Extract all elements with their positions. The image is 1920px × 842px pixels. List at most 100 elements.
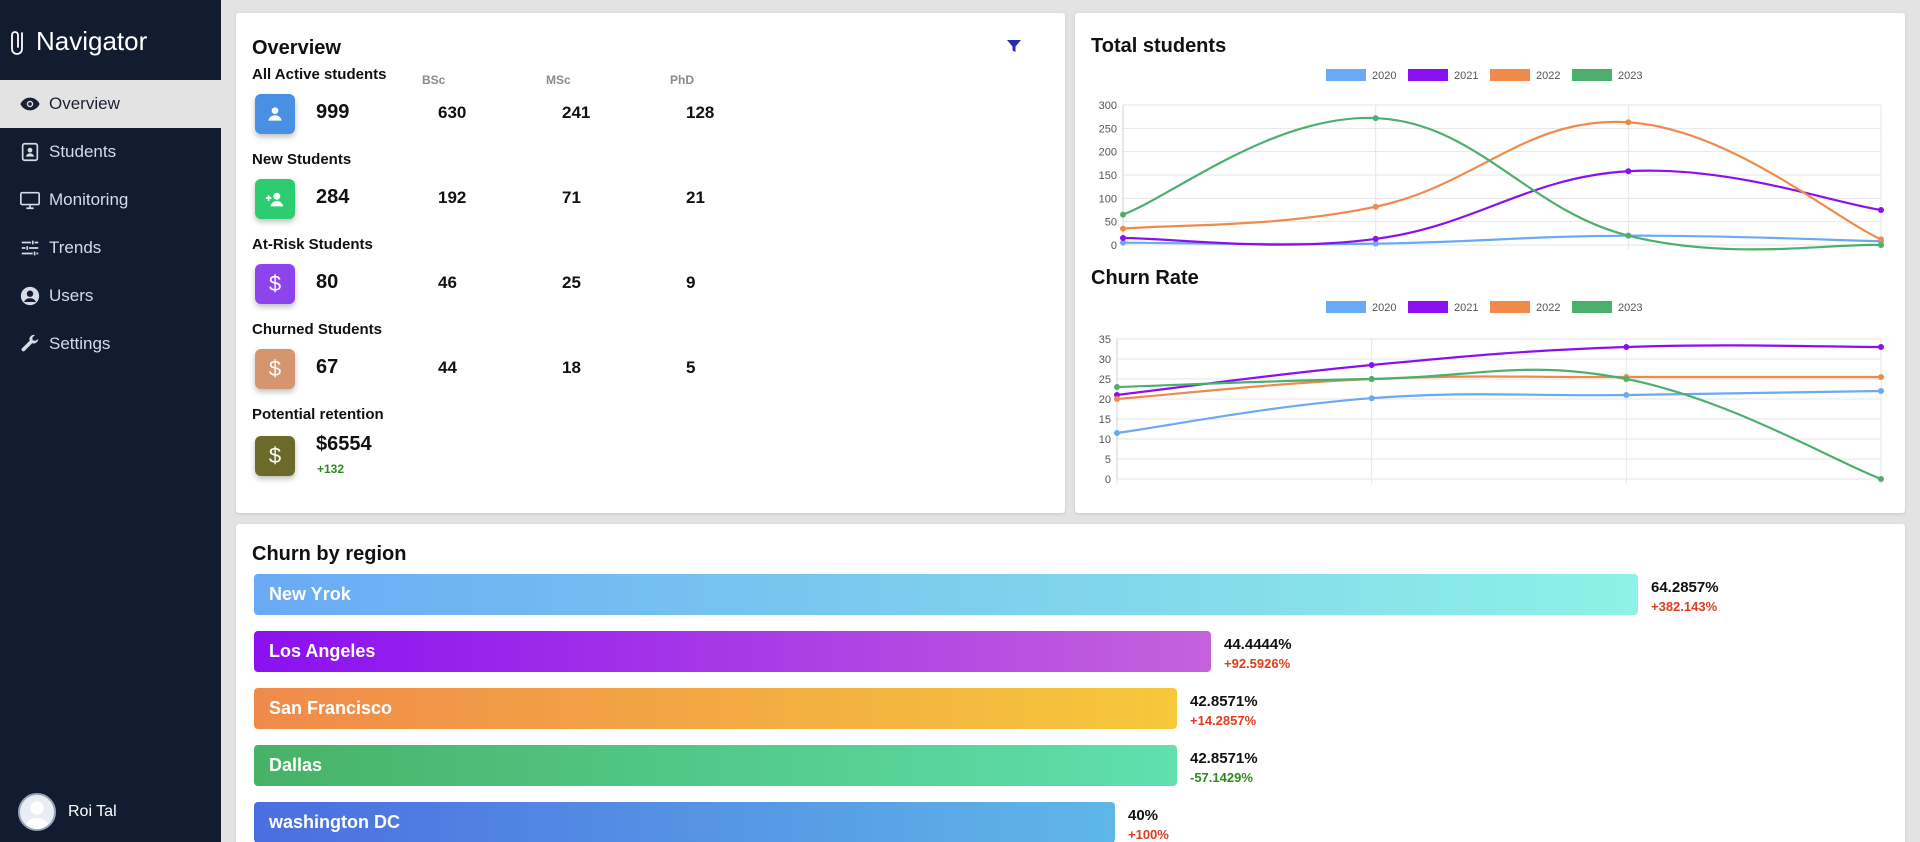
- region-percent: 40%: [1128, 807, 1159, 824]
- series-line: [1116, 375, 1882, 401]
- user-profile[interactable]: Roi Tal: [18, 793, 117, 831]
- legend-item[interactable]: 2023: [1572, 69, 1642, 82]
- region-bar[interactable]: Los Angeles: [254, 631, 1211, 672]
- stat-phd: 5: [686, 358, 696, 377]
- y-tick-label: 150: [1099, 170, 1117, 182]
- region-delta: +100%: [1128, 827, 1169, 842]
- series-line: [1122, 169, 1882, 246]
- region-delta: +382.143%: [1651, 599, 1718, 614]
- column-header-bsc: BSc: [422, 73, 446, 87]
- series-line: [1122, 120, 1882, 241]
- legend-label: 2020: [1372, 302, 1396, 314]
- monitor-icon: [20, 191, 40, 210]
- data-point[interactable]: [1623, 376, 1630, 382]
- legend-item[interactable]: 2021: [1408, 69, 1478, 82]
- filter-icon[interactable]: [1006, 38, 1022, 54]
- stat-bsc: 44: [438, 358, 457, 377]
- brand[interactable]: Navigator: [10, 26, 147, 57]
- sidebar-item-label: Users: [49, 286, 94, 305]
- data-point[interactable]: [1625, 232, 1632, 239]
- data-point[interactable]: [1878, 374, 1884, 380]
- legend-label: 2021: [1454, 70, 1478, 82]
- y-tick-label: 0: [1111, 240, 1117, 252]
- data-point[interactable]: [1120, 225, 1126, 232]
- data-point[interactable]: [1372, 203, 1379, 210]
- stat-bsc: 192: [438, 188, 467, 207]
- region-bar[interactable]: San Francisco: [254, 688, 1177, 729]
- paperclip-logo-icon: [11, 30, 23, 55]
- churn-rate-title: Churn Rate: [1091, 267, 1199, 289]
- overview-title: Overview: [252, 37, 341, 59]
- data-point[interactable]: [1368, 362, 1375, 368]
- data-point[interactable]: [1878, 344, 1884, 350]
- stat-total: 999: [316, 101, 350, 123]
- data-point[interactable]: [1372, 115, 1379, 122]
- person-add-icon: [255, 179, 295, 219]
- series-line: [1116, 368, 1882, 481]
- legend-label: 2022: [1536, 70, 1560, 82]
- data-point[interactable]: [1878, 207, 1884, 213]
- data-point[interactable]: [1120, 211, 1126, 218]
- stat-phd: 9: [686, 273, 696, 292]
- sidebar-item-students[interactable]: Students: [0, 128, 221, 176]
- data-point[interactable]: [1114, 384, 1120, 390]
- data-point[interactable]: [1368, 376, 1375, 382]
- stat-label: Churned Students: [252, 321, 382, 338]
- region-delta: +14.2857%: [1190, 713, 1257, 728]
- data-point[interactable]: [1878, 476, 1884, 482]
- series-line: [1116, 389, 1882, 435]
- legend-item[interactable]: 2020: [1326, 301, 1396, 314]
- region-percent: 42.8571%: [1190, 750, 1258, 767]
- data-point[interactable]: [1625, 119, 1632, 126]
- person-icon: [255, 94, 295, 134]
- region-bar[interactable]: Dallas: [254, 745, 1177, 786]
- data-point[interactable]: [1120, 235, 1126, 241]
- sidebar-item-settings[interactable]: Settings: [0, 320, 221, 368]
- legend-label: 2023: [1618, 70, 1642, 82]
- legend-item[interactable]: 2023: [1572, 301, 1642, 314]
- data-point[interactable]: [1625, 168, 1632, 175]
- region-delta: +92.5926%: [1224, 656, 1291, 671]
- data-point[interactable]: [1114, 430, 1120, 436]
- y-tick-label: 30: [1099, 354, 1111, 366]
- legend-swatch: [1490, 69, 1530, 81]
- region-name: Dallas: [269, 755, 323, 775]
- legend-swatch: [1326, 69, 1366, 81]
- region-bar[interactable]: washington DC: [254, 802, 1115, 842]
- data-point[interactable]: [1372, 240, 1379, 247]
- sidebar-item-trends[interactable]: Trends: [0, 224, 221, 272]
- region-bar[interactable]: New Yrok: [254, 574, 1638, 615]
- data-point[interactable]: [1878, 242, 1884, 248]
- stat-group-retention: Potential retention $ $6554 +132: [252, 406, 952, 496]
- y-tick-label: 0: [1105, 474, 1111, 486]
- legend-swatch: [1490, 301, 1530, 313]
- legend-item[interactable]: 2022: [1490, 301, 1560, 314]
- y-tick-label: 20: [1099, 394, 1111, 406]
- data-point[interactable]: [1372, 235, 1379, 242]
- stat-group-active: All Active students 999 630 241 128: [252, 66, 952, 146]
- avatar: [18, 793, 56, 831]
- legend-item[interactable]: 2021: [1408, 301, 1478, 314]
- region-name: New Yrok: [269, 584, 351, 604]
- data-point[interactable]: [1368, 395, 1375, 402]
- data-point[interactable]: [1623, 344, 1630, 350]
- data-point[interactable]: [1878, 236, 1884, 243]
- legend-swatch: [1326, 301, 1366, 313]
- stat-msc: 25: [562, 273, 581, 292]
- user-circle-icon: [20, 286, 40, 306]
- region-delta: -57.1429%: [1190, 770, 1253, 785]
- stat-label: Potential retention: [252, 406, 384, 423]
- y-tick-label: 35: [1099, 334, 1111, 346]
- legend-item[interactable]: 2020: [1326, 69, 1396, 82]
- data-point[interactable]: [1120, 239, 1126, 246]
- y-tick-label: 300: [1099, 100, 1117, 112]
- sidebar-item-overview[interactable]: Overview: [0, 80, 221, 128]
- sidebar-item-users[interactable]: Users: [0, 272, 221, 320]
- total-students-chart: 2020 2021 2022 2023 0 50 100 150 200 250 300: [1099, 69, 1884, 252]
- data-point[interactable]: [1878, 388, 1884, 394]
- data-point[interactable]: [1623, 392, 1630, 398]
- sidebar-item-monitoring[interactable]: Monitoring: [0, 176, 221, 224]
- legend-item[interactable]: 2022: [1490, 69, 1560, 82]
- data-point[interactable]: [1114, 396, 1120, 402]
- dollar-icon: $: [255, 436, 295, 476]
